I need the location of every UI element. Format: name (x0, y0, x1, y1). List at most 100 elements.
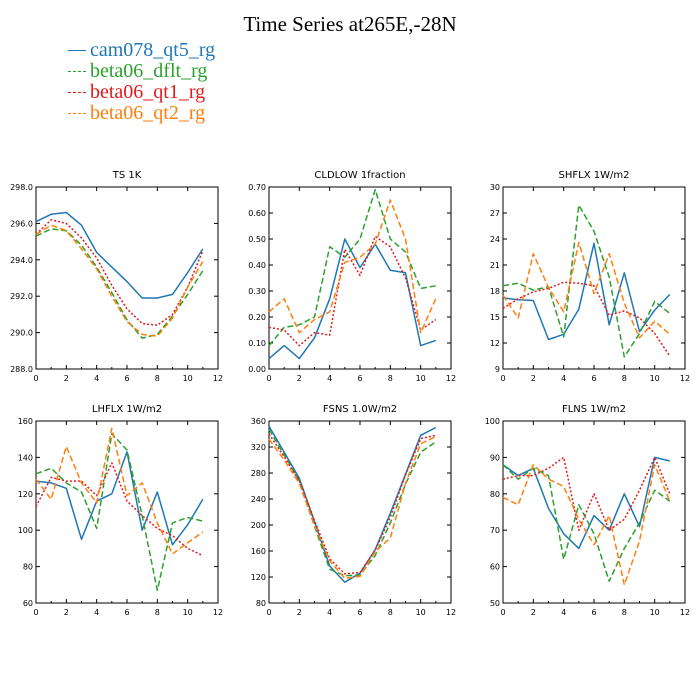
series-line (268, 435, 437, 580)
x-tick-label: 4 (327, 608, 332, 617)
y-tick-label: 360 (251, 417, 266, 426)
legend-label: cam078_qt5_rg (90, 39, 216, 61)
legend: cam078_qt5_rg beta06_dflt_rg beta06_qt1_… (68, 39, 216, 124)
x-tick-label: 0 (33, 374, 38, 383)
x-tick-label: 4 (561, 608, 566, 617)
series-line (35, 462, 204, 557)
y-tick-label: 160 (18, 417, 33, 426)
series-line (35, 219, 204, 327)
series-line (35, 451, 204, 546)
x-tick-label: 2 (531, 608, 536, 617)
y-tick-label: 0.20 (248, 313, 266, 322)
x-tick-label: 12 (213, 374, 223, 383)
x-tick-label: 2 (64, 608, 69, 617)
chart-title: LHFLX 1W/m2 (92, 404, 162, 415)
y-tick-label: 160 (251, 547, 266, 556)
x-tick-label: 12 (680, 608, 690, 617)
y-tick-label: 27 (490, 209, 500, 218)
chart-title: FSNS 1.0W/m2 (323, 404, 397, 415)
x-tick-label: 4 (94, 608, 99, 617)
x-tick-label: 8 (622, 608, 627, 617)
y-tick-label: 80 (490, 490, 500, 499)
x-tick-label: 4 (327, 374, 332, 383)
series-line (35, 427, 204, 555)
y-tick-label: 80 (256, 599, 266, 608)
x-tick-label: 12 (446, 374, 456, 383)
y-tick-label: 9 (495, 365, 500, 374)
x-tick-label: 6 (124, 608, 129, 617)
x-tick-label: 6 (591, 374, 596, 383)
x-tick-label: 8 (155, 374, 160, 383)
y-tick-label: 70 (490, 526, 500, 535)
series-line (268, 429, 437, 577)
legend-swatch (68, 50, 86, 51)
y-tick-label: 320 (251, 443, 266, 452)
y-tick-label: 60 (23, 599, 33, 608)
x-tick-label: 6 (591, 608, 596, 617)
y-tick-label: 0.70 (248, 183, 266, 192)
legend-swatch (68, 92, 86, 93)
y-tick-label: 90 (490, 453, 500, 462)
y-tick-label: 100 (485, 417, 500, 426)
page-title: Time Series at265E,-28N (243, 12, 457, 36)
y-tick-label: 200 (251, 521, 266, 530)
legend-label: beta06_qt1_rg (90, 81, 206, 103)
y-tick-label: 0.00 (248, 365, 266, 374)
y-tick-label: 288.0 (10, 365, 33, 374)
y-tick-label: 100 (18, 526, 33, 535)
x-tick-label: 2 (297, 374, 302, 383)
x-tick-label: 2 (531, 374, 536, 383)
legend-swatch (68, 71, 86, 72)
series-line (35, 228, 204, 339)
series-line (502, 281, 671, 357)
y-tick-label: 120 (18, 490, 33, 499)
legend-label: beta06_dflt_rg (90, 60, 208, 82)
x-tick-label: 6 (357, 374, 362, 383)
series-line (268, 199, 437, 334)
x-tick-label: 0 (266, 608, 271, 617)
y-tick-label: 60 (490, 563, 500, 572)
chart-panel: FLNS 1W/m2 0 2 4 6 8 10 12 50 60 70 80 90 100 (485, 404, 690, 617)
series-line (268, 433, 436, 575)
y-tick-label: 30 (490, 183, 500, 192)
plot-frame (35, 420, 219, 604)
x-tick-label: 6 (357, 608, 362, 617)
x-tick-label: 8 (155, 608, 160, 617)
y-tick-label: 80 (23, 563, 33, 572)
legend-entry: beta06_qt2_rg (68, 102, 215, 124)
y-tick-label: 0.10 (248, 339, 266, 348)
x-tick-label: 0 (33, 608, 38, 617)
legend-swatch (68, 113, 86, 114)
series-line (268, 235, 437, 347)
y-tick-label: 0.30 (248, 287, 266, 296)
x-tick-label: 10 (650, 608, 660, 617)
x-tick-label: 10 (183, 374, 193, 383)
y-tick-label: 0.40 (248, 261, 266, 270)
x-tick-label: 12 (446, 608, 456, 617)
series-line (502, 242, 671, 341)
x-tick-label: 0 (266, 374, 271, 383)
legend-entry: beta06_dflt_rg (68, 60, 215, 82)
y-tick-label: 50 (490, 599, 500, 608)
y-tick-label: 240 (251, 495, 266, 504)
y-tick-label: 298.0 (10, 183, 33, 192)
chart-panel: LHFLX 1W/m2 0 2 4 6 8 10 12 60 80 100 120 140 160 (18, 404, 223, 617)
chart-panel: TS 1K 0 2 4 6 8 10 12 288.0 290.0 292.0 294.0 296.0 2… (10, 170, 223, 383)
x-tick-label: 0 (500, 374, 505, 383)
plot-frame (502, 186, 686, 370)
series-line (502, 463, 671, 586)
x-tick-label: 2 (64, 374, 69, 383)
x-tick-label: 4 (561, 374, 566, 383)
x-tick-label: 2 (297, 608, 302, 617)
y-tick-label: 0.60 (248, 209, 266, 218)
series-line (502, 456, 671, 531)
y-tick-label: 280 (251, 469, 266, 478)
chart-title: FLNS 1W/m2 (562, 404, 626, 415)
x-tick-label: 12 (213, 608, 223, 617)
x-tick-label: 10 (650, 374, 660, 383)
series-line (268, 425, 437, 583)
series-line (502, 204, 671, 358)
y-tick-label: 292.0 (10, 292, 33, 301)
